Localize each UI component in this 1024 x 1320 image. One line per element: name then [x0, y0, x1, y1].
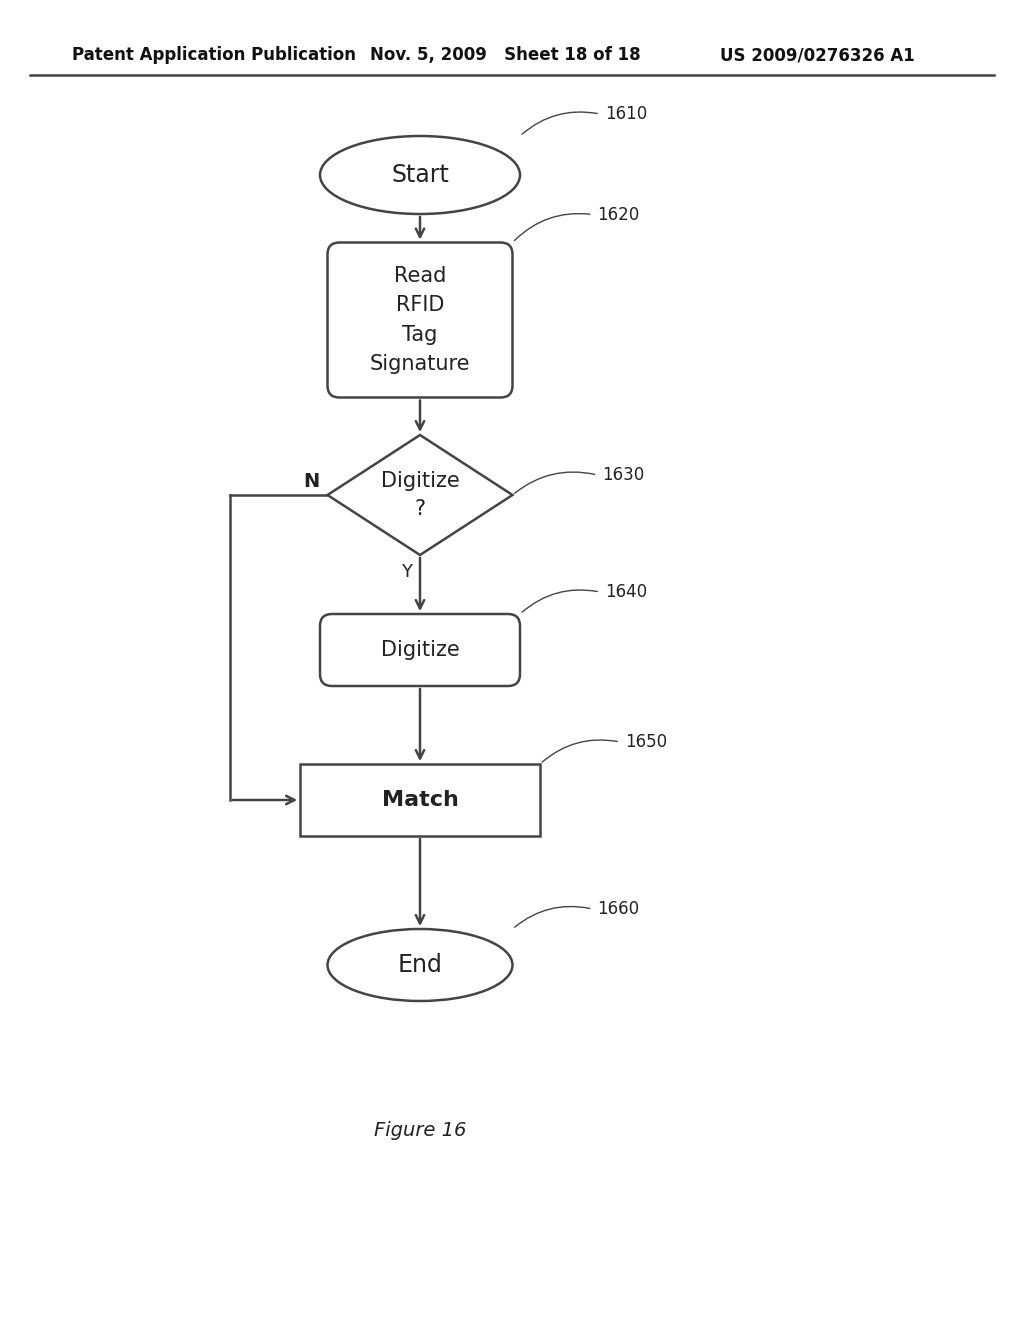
Bar: [300, 764, 540, 836]
Text: Digitize: Digitize: [381, 640, 460, 660]
Text: 1650: 1650: [625, 733, 667, 751]
Text: 1630: 1630: [602, 466, 645, 484]
Text: 1620: 1620: [597, 206, 640, 223]
Text: Figure 16: Figure 16: [374, 1121, 466, 1139]
Text: N: N: [303, 473, 319, 491]
Text: 1660: 1660: [597, 900, 640, 917]
Text: Match: Match: [382, 789, 459, 810]
Text: 1610: 1610: [605, 106, 647, 123]
Text: Start: Start: [391, 162, 449, 187]
Text: Patent Application Publication: Patent Application Publication: [72, 46, 356, 63]
Text: Nov. 5, 2009   Sheet 18 of 18: Nov. 5, 2009 Sheet 18 of 18: [370, 46, 641, 63]
Text: Digitize
?: Digitize ?: [381, 471, 460, 519]
Text: 1640: 1640: [605, 583, 647, 601]
Text: End: End: [397, 953, 442, 977]
Text: Read
RFID
Tag
Signature: Read RFID Tag Signature: [370, 265, 470, 375]
Text: US 2009/0276326 A1: US 2009/0276326 A1: [720, 46, 914, 63]
Text: Y: Y: [401, 564, 412, 581]
